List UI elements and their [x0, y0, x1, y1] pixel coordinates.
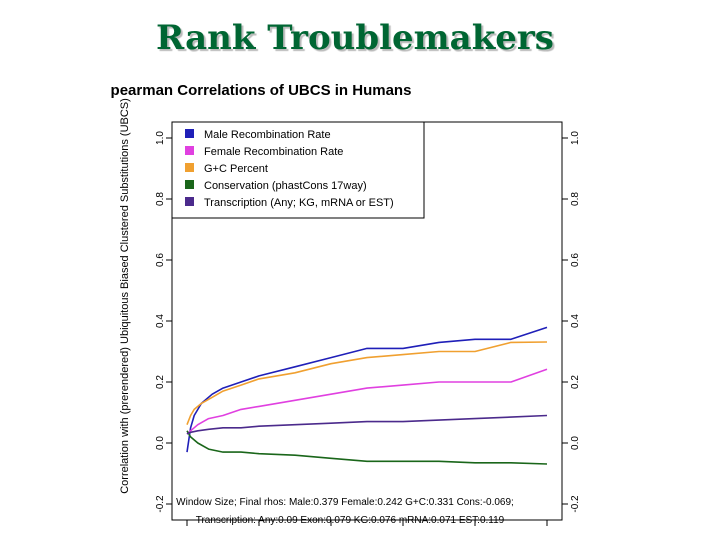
legend-label-5: Transcription (Any; KG, mRNA or EST) [204, 197, 394, 209]
legend-swatch-1 [185, 129, 194, 138]
y-tick-label-right: 0.8 [570, 192, 581, 206]
legend-box [171, 121, 425, 219]
y-tick-label-left: 0.8 [155, 192, 166, 206]
y-tick-label-right-group: 0.6 [570, 253, 581, 267]
y-tick-label-right-group: 0.2 [570, 375, 581, 389]
y-tick-label-left-group: 0.8 [155, 192, 166, 206]
y-tick-label-left-group: -0.2 [155, 495, 166, 513]
y-tick-label-left-group: 0.2 [155, 375, 166, 389]
series-line-2 [186, 368, 548, 435]
y-axis-label-group: Correlation with (prerendered) Ubiquitou… [119, 98, 131, 494]
y-tick-label-right: 0.2 [570, 375, 581, 389]
legend-swatch-4 [185, 180, 194, 189]
series-line-3 [186, 341, 548, 425]
legend-swatch-2 [185, 146, 194, 155]
x-axis-label-line-2: Transcription: Any:0.09 Exon:0.079 KG:0.… [196, 515, 505, 526]
y-tick-label-right-group: 0.4 [570, 314, 581, 328]
y-tick-label-right: 0.0 [570, 436, 581, 450]
legend-label-1: Male Recombination Rate [204, 129, 331, 141]
slide-title: Rank Troublemakers [156, 18, 554, 58]
y-tick-label-left-group: 0.6 [155, 253, 166, 267]
legend-label-4: Conservation (phastCons 17way) [204, 180, 367, 192]
y-tick-label-left: -0.2 [155, 495, 166, 513]
correlation-line-chart: Spearman Correlations of UBCS in Humans … [110, 82, 581, 526]
y-tick-label-right-group: -0.2 [570, 495, 581, 513]
legend: Male Recombination Rate Female Recombinat… [171, 121, 425, 219]
y-tick-label-right: 0.6 [570, 253, 581, 267]
y-tick-label-left: 0.2 [155, 375, 166, 389]
y-tick-label-right-group: 0.8 [570, 192, 581, 206]
y-tick-label-right: 1.0 [570, 131, 581, 145]
series-line-5 [186, 414, 548, 435]
y-tick-label-left-group: 1.0 [155, 131, 166, 145]
legend-label-3: G+C Percent [204, 163, 268, 175]
y-tick-label-right: -0.2 [570, 495, 581, 513]
y-tick-label-right-group: 1.0 [570, 131, 581, 145]
y-tick-label-left: 0.6 [155, 253, 166, 267]
series-line-1 [186, 326, 548, 453]
y-tick-label-right-group: 0.0 [570, 436, 581, 450]
series-line-4 [186, 430, 548, 465]
y-tick-label-left-group: 0.4 [155, 314, 166, 328]
y-tick-label-right: 0.4 [570, 314, 581, 328]
y-tick-label-left: 1.0 [155, 131, 166, 145]
legend-swatch-3 [185, 163, 194, 172]
y-tick-label-left: 0.4 [155, 314, 166, 328]
y-tick-label-left: 0.0 [155, 436, 166, 450]
legend-swatch-5 [185, 197, 194, 206]
y-tick-label-left-group: 0.0 [155, 436, 166, 450]
x-axis-label-line-1: Window Size; Final rhos: Male:0.379 Fema… [176, 497, 514, 508]
y-axis-label: Correlation with (prerendered) Ubiquitou… [119, 98, 131, 494]
legend-label-2: Female Recombination Rate [204, 146, 343, 158]
chart-title: Spearman Correlations of UBCS in Humans [110, 82, 411, 99]
